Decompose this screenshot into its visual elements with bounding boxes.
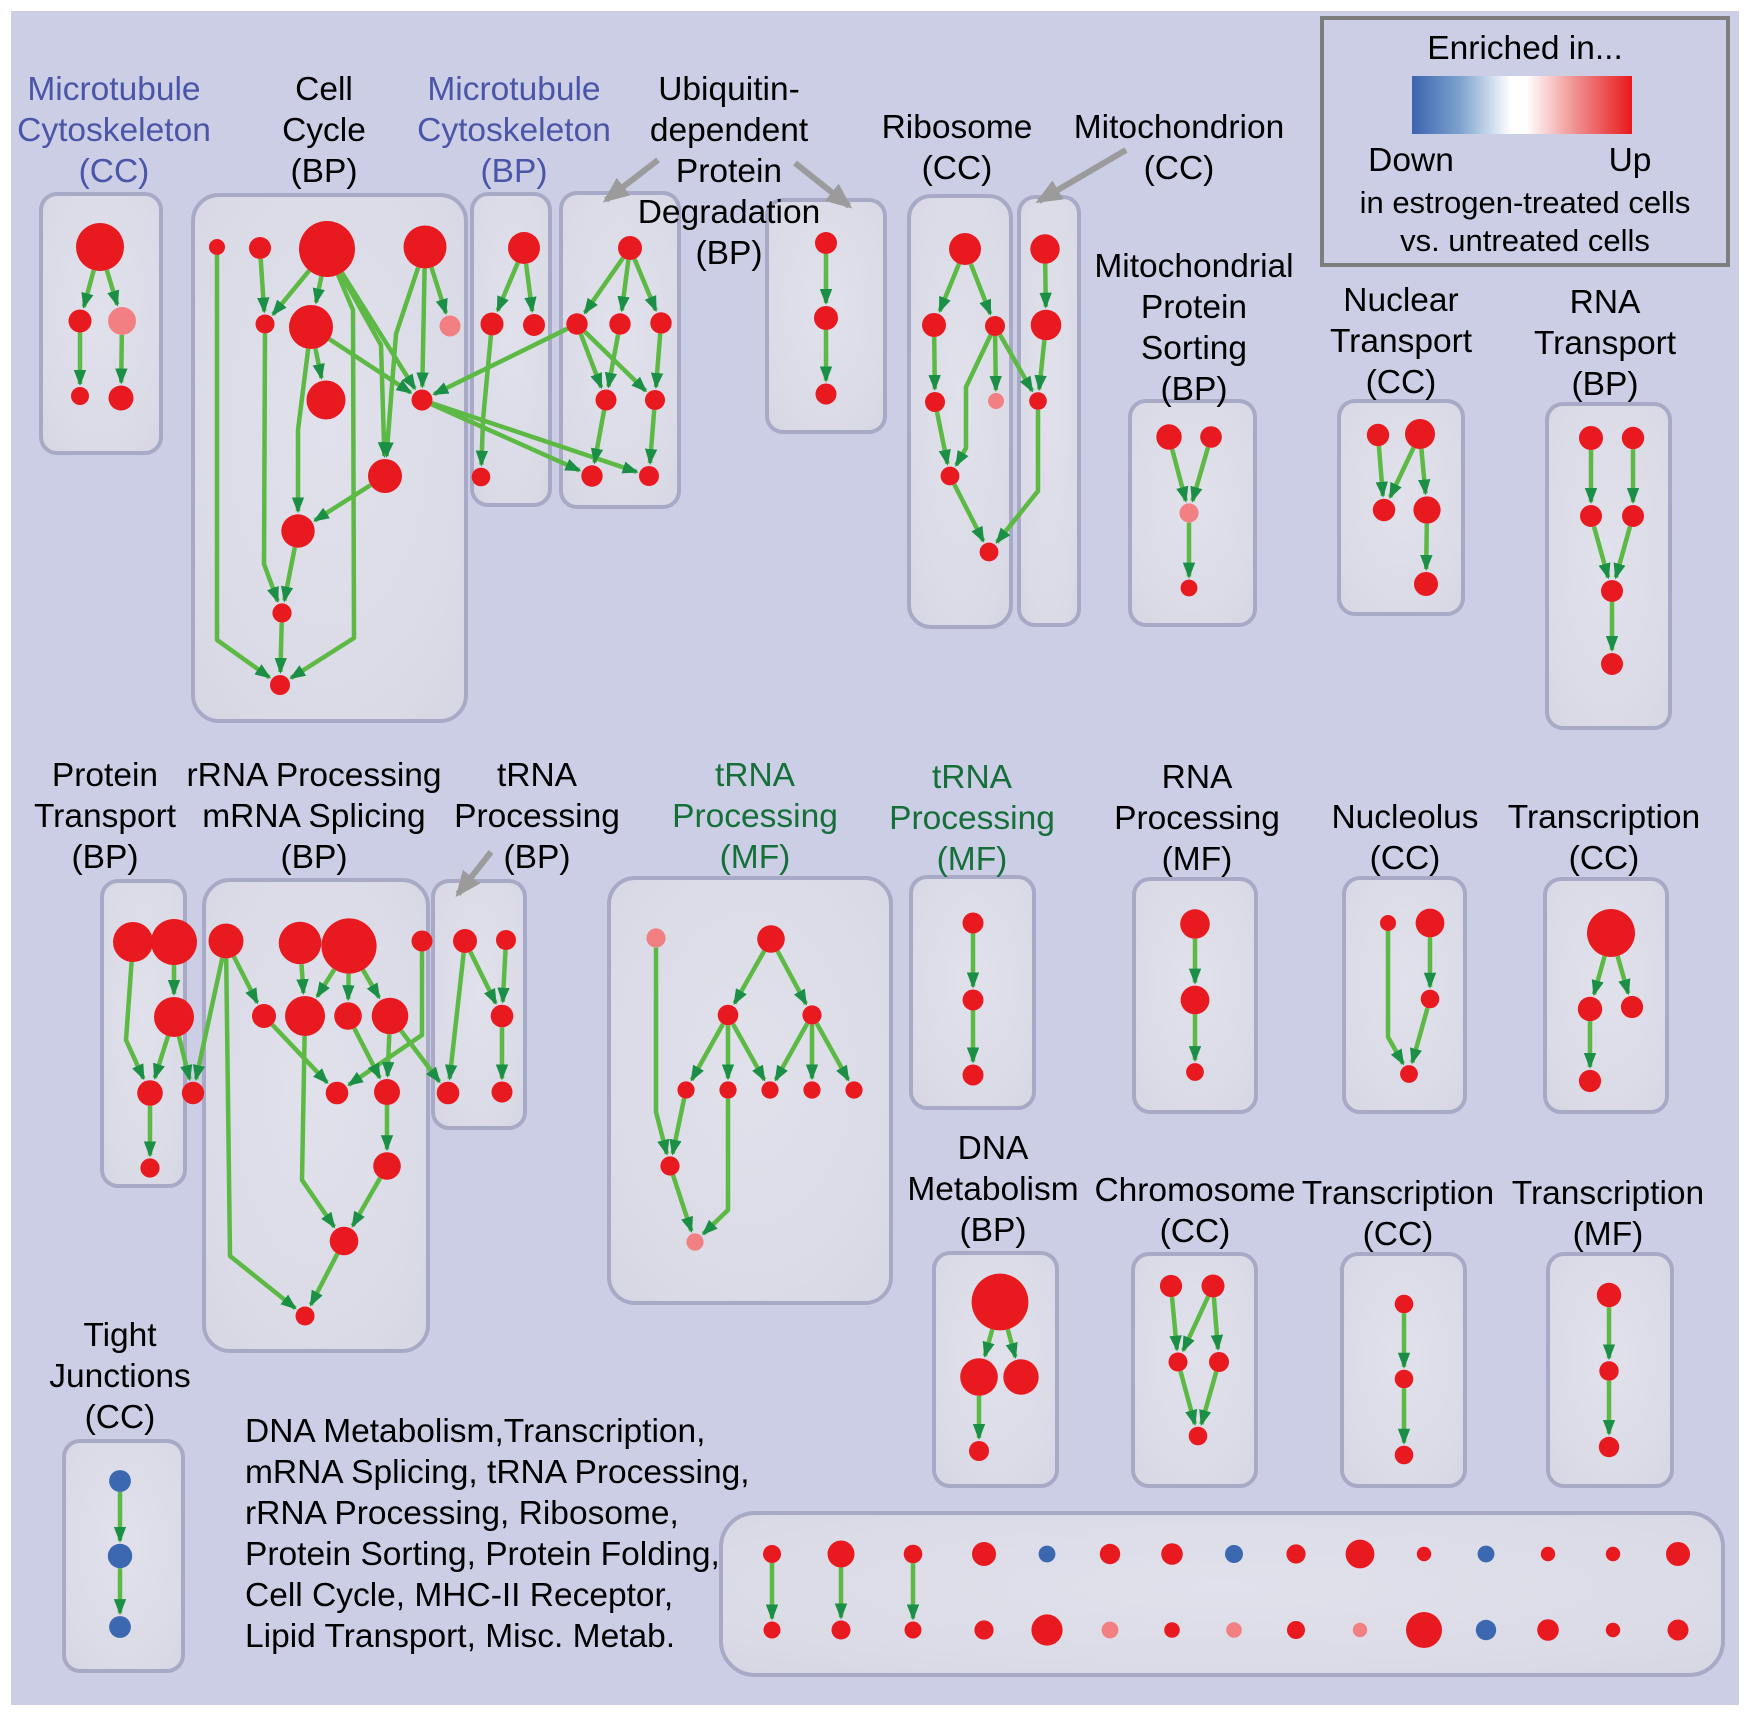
- svg-text:(BP): (BP): [696, 235, 763, 272]
- svg-text:Lipid Transport, Misc. Metab.: Lipid Transport, Misc. Metab.: [245, 1618, 675, 1655]
- svg-text:Cytoskeleton: Cytoskeleton: [17, 112, 211, 149]
- svg-text:(BP): (BP): [1572, 366, 1639, 403]
- svg-text:Microtubule: Microtubule: [27, 71, 200, 108]
- svg-text:Transport: Transport: [1534, 325, 1677, 362]
- svg-text:Transcription: Transcription: [1512, 1175, 1704, 1212]
- svg-text:Cytoskeleton: Cytoskeleton: [417, 112, 611, 149]
- svg-text:(CC): (CC): [1370, 840, 1441, 877]
- svg-text:(BP): (BP): [281, 839, 348, 876]
- svg-text:(BP): (BP): [72, 839, 139, 876]
- svg-text:DNA Metabolism,Transcription,: DNA Metabolism,Transcription,: [245, 1413, 705, 1450]
- svg-text:(BP): (BP): [1161, 371, 1228, 408]
- svg-text:Up: Up: [1609, 142, 1652, 179]
- svg-text:dependent: dependent: [650, 112, 809, 149]
- svg-text:(CC): (CC): [1366, 364, 1437, 401]
- svg-text:Protein: Protein: [1141, 289, 1247, 326]
- svg-text:(MF): (MF): [720, 839, 791, 876]
- svg-text:RNA: RNA: [1162, 759, 1233, 796]
- svg-text:Cycle: Cycle: [282, 112, 366, 149]
- svg-text:DNA: DNA: [958, 1130, 1029, 1167]
- svg-text:Protein: Protein: [676, 153, 782, 190]
- svg-text:(BP): (BP): [504, 839, 571, 876]
- svg-text:tRNA: tRNA: [715, 757, 796, 794]
- svg-text:(CC): (CC): [1160, 1213, 1231, 1250]
- svg-text:mRNA Splicing, tRNA Processing: mRNA Splicing, tRNA Processing,: [245, 1454, 750, 1491]
- svg-text:tRNA: tRNA: [932, 759, 1013, 796]
- svg-text:Junctions: Junctions: [49, 1358, 191, 1395]
- svg-text:Ribosome: Ribosome: [882, 109, 1033, 146]
- svg-text:Transcription: Transcription: [1302, 1175, 1494, 1212]
- svg-text:(MF): (MF): [1573, 1216, 1644, 1253]
- svg-text:Cell: Cell: [295, 71, 353, 108]
- svg-text:Protein: Protein: [52, 757, 158, 794]
- svg-text:Protein Sorting, Protein Foldi: Protein Sorting, Protein Folding,: [245, 1536, 720, 1573]
- svg-text:Down: Down: [1368, 142, 1454, 179]
- svg-text:(MF): (MF): [1162, 841, 1233, 878]
- svg-text:Sorting: Sorting: [1141, 330, 1247, 367]
- svg-text:(BP): (BP): [960, 1212, 1027, 1249]
- svg-text:Mitochondrial: Mitochondrial: [1094, 248, 1293, 285]
- svg-text:tRNA: tRNA: [497, 757, 578, 794]
- svg-text:Chromosome: Chromosome: [1094, 1172, 1295, 1209]
- svg-text:(BP): (BP): [291, 153, 358, 190]
- svg-text:mRNA Splicing: mRNA Splicing: [202, 798, 425, 835]
- svg-text:vs. untreated cells: vs. untreated cells: [1400, 223, 1650, 258]
- svg-text:(CC): (CC): [1144, 150, 1215, 187]
- svg-text:(MF): (MF): [937, 841, 1008, 878]
- svg-text:Enriched in...: Enriched in...: [1427, 30, 1623, 67]
- svg-text:Transport: Transport: [1330, 323, 1473, 360]
- svg-text:(BP): (BP): [481, 153, 548, 190]
- svg-text:Processing: Processing: [1114, 800, 1280, 837]
- svg-text:Microtubule: Microtubule: [427, 71, 600, 108]
- svg-text:Processing: Processing: [454, 798, 620, 835]
- svg-text:Processing: Processing: [672, 798, 838, 835]
- svg-text:(CC): (CC): [1363, 1216, 1434, 1253]
- svg-text:(CC): (CC): [1569, 840, 1640, 877]
- svg-text:Cell Cycle, MHC-II Receptor,: Cell Cycle, MHC-II Receptor,: [245, 1577, 673, 1614]
- svg-text:rRNA Processing, Ribosome,: rRNA Processing, Ribosome,: [245, 1495, 679, 1532]
- svg-text:Nucleolus: Nucleolus: [1331, 799, 1478, 836]
- svg-text:Ubiquitin-: Ubiquitin-: [658, 71, 800, 108]
- svg-text:(CC): (CC): [922, 150, 993, 187]
- svg-text:(CC): (CC): [85, 1399, 156, 1436]
- svg-text:Metabolism: Metabolism: [907, 1171, 1078, 1208]
- svg-text:Processing: Processing: [889, 800, 1055, 837]
- svg-text:RNA: RNA: [1570, 284, 1641, 321]
- svg-text:(CC): (CC): [79, 153, 150, 190]
- svg-text:Transcription: Transcription: [1508, 799, 1700, 836]
- svg-text:Degradation: Degradation: [638, 194, 821, 231]
- svg-text:Mitochondrion: Mitochondrion: [1074, 109, 1284, 146]
- svg-text:in estrogen-treated cells: in estrogen-treated cells: [1360, 185, 1691, 220]
- svg-text:Tight: Tight: [83, 1317, 157, 1354]
- svg-text:Transport: Transport: [34, 798, 177, 835]
- svg-text:rRNA Processing: rRNA Processing: [186, 757, 441, 794]
- svg-text:Nuclear: Nuclear: [1343, 282, 1458, 319]
